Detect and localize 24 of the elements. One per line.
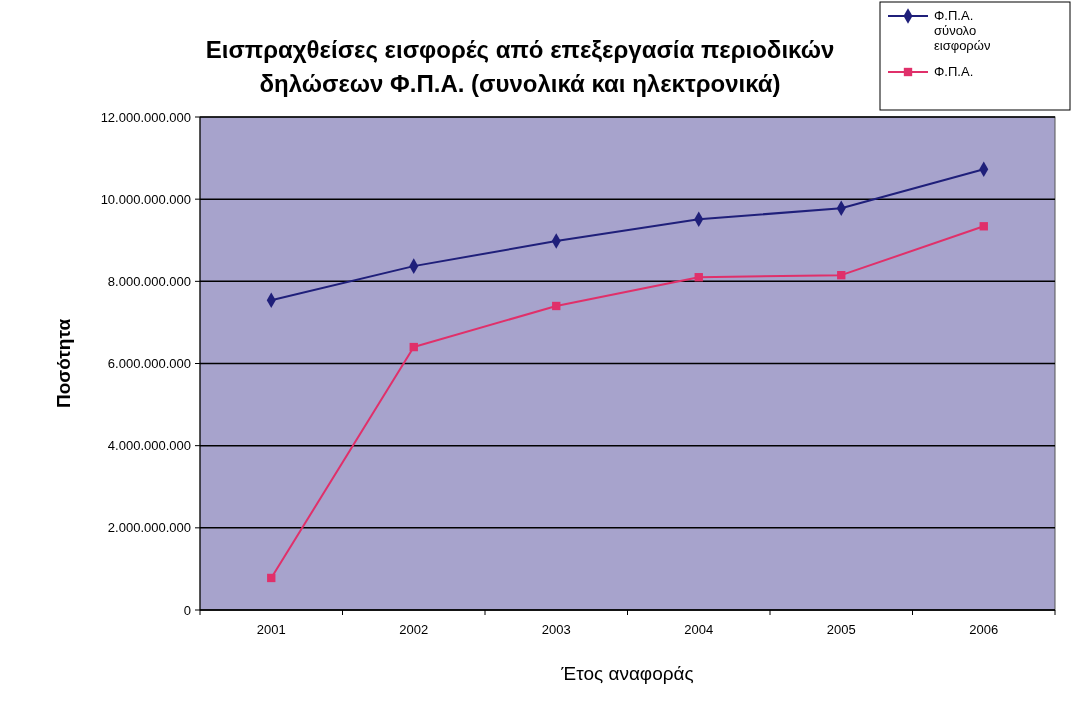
legend-label: Φ.Π.Α. σύνολο εισφορών [934, 8, 991, 53]
y-tick-label: 12.000.000.000 [100, 109, 191, 125]
point [552, 301, 561, 311]
point [409, 342, 418, 352]
x-tick-label: 2001 [256, 622, 286, 637]
point [267, 573, 276, 583]
chart-title: Εισπραχθείσες εισφορές από επεξεργασία περιοδικών δηλώσεων Φ.Π.Α. (συνολικά και ηλεκτρονικά) [205, 36, 835, 97]
y-tick-label: 8.000.000.000 [107, 273, 191, 289]
y-axis-title: Ποσότητα [53, 318, 74, 409]
x-tick-label: 2002 [399, 622, 429, 637]
y-tick-label: 10.000.000.000 [100, 191, 191, 207]
point [694, 273, 703, 282]
x-tick-label: 2005 [826, 622, 856, 637]
x-tick-label: 2006 [969, 622, 999, 637]
y-tick-label: 2.000.000.000 [107, 520, 191, 536]
point [837, 270, 846, 280]
legend-label: Φ.Π.Α. [934, 64, 974, 79]
point [979, 222, 988, 231]
x-axis-title: Έτος αναφοράς [560, 663, 694, 684]
x-tick-label: 2004 [684, 622, 714, 637]
x-tick-label: 2003 [541, 622, 571, 637]
y-tick-label: 4.000.000.000 [107, 438, 191, 454]
y-tick-label: 6.000.000.000 [107, 356, 191, 372]
y-tick-label: 0 [183, 602, 191, 618]
